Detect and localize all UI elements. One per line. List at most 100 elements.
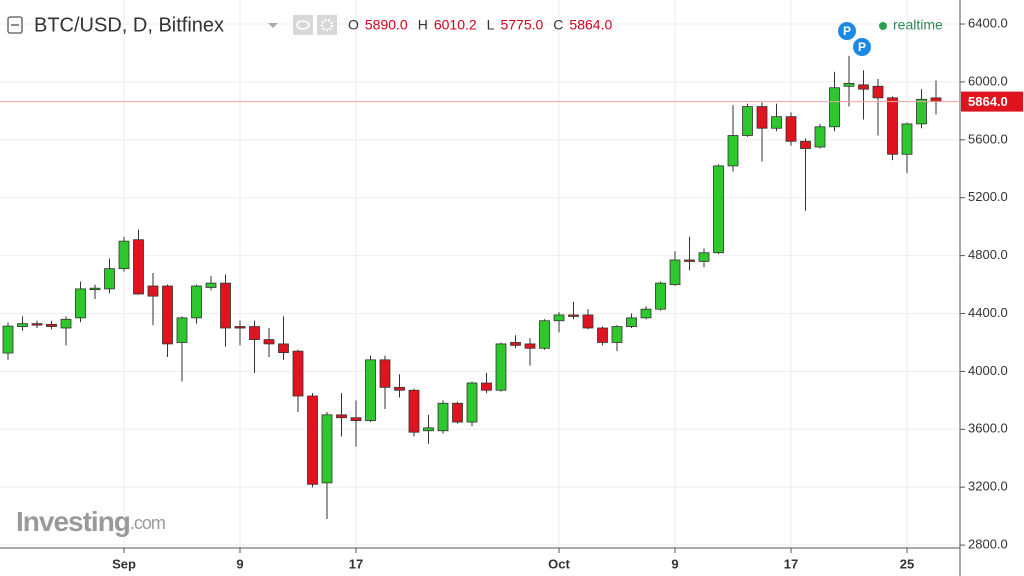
candle-body — [234, 326, 246, 329]
y-tick-label: 4800.0 — [968, 247, 1008, 262]
ohlc-value: 5775.0 — [500, 17, 543, 33]
candle-body — [843, 82, 855, 87]
candle-body — [495, 343, 507, 391]
candle-body — [916, 98, 927, 125]
y-tick-label: 5600.0 — [968, 131, 1008, 146]
candle-body — [17, 323, 28, 327]
candle-body — [191, 285, 202, 319]
y-tick-label: 6000.0 — [968, 73, 1008, 88]
candle-body — [481, 382, 492, 391]
candle-body — [887, 97, 898, 155]
candle-body — [292, 350, 304, 397]
eye-icon — [296, 20, 310, 30]
candle-body — [930, 97, 942, 103]
realtime-status: realtime — [893, 17, 943, 33]
candle-body — [350, 417, 362, 422]
candle-body — [162, 285, 173, 345]
ohlc-value: 5864.0 — [569, 17, 612, 33]
candle-body — [408, 389, 420, 433]
settings-button[interactable] — [317, 15, 337, 35]
candle-body — [307, 395, 318, 485]
ohlc-value: 5890.0 — [365, 17, 408, 33]
y-tick-label: 4400.0 — [968, 305, 1008, 320]
candle-body — [263, 339, 275, 345]
y-tick-label: 6400.0 — [968, 15, 1008, 30]
candle-body — [524, 343, 536, 349]
x-tick-label: 25 — [900, 556, 914, 571]
event-marker[interactable] — [838, 22, 856, 40]
watermark-brand-text: Investing — [16, 506, 130, 537]
candle-body — [205, 282, 217, 288]
last-price-label: 5864.0 — [968, 94, 1008, 109]
candle-body — [553, 314, 565, 322]
x-tick-label: Sep — [112, 556, 136, 571]
candle-body — [814, 126, 826, 148]
event-marker-label: P — [858, 40, 866, 54]
candle-body — [321, 414, 333, 484]
visibility-button[interactable] — [293, 15, 313, 35]
ohlc-key: C — [553, 17, 563, 33]
candle-body — [510, 342, 521, 346]
ohlc-header: O 5890.0 H 6010.2 L 5775.0 C 5864.0 — [348, 17, 612, 33]
candle-body — [31, 323, 43, 326]
candle-body — [176, 317, 188, 343]
ohlc-key: O — [348, 17, 359, 33]
candle-body — [698, 252, 710, 262]
candle-body — [756, 106, 768, 129]
candle-body — [669, 259, 681, 285]
candle-body — [872, 85, 884, 99]
candle-body — [626, 317, 637, 327]
x-tick-label: 9 — [671, 556, 678, 571]
title-dropdown[interactable] — [268, 23, 278, 28]
candle-body — [539, 320, 550, 349]
candle-body — [118, 240, 130, 270]
candle-body — [742, 106, 753, 136]
candle-body — [278, 343, 289, 353]
candle-body — [75, 288, 86, 319]
candle-body — [655, 282, 666, 310]
y-tick-label: 3600.0 — [968, 421, 1008, 436]
candle-body — [727, 135, 739, 167]
candle-body — [336, 414, 347, 419]
x-tick-label: 17 — [349, 556, 363, 571]
ohlc-value: 6010.2 — [434, 17, 477, 33]
watermark-brand: Investing.com — [16, 506, 165, 537]
y-tick-label: 4000.0 — [968, 363, 1008, 378]
candles — [2, 55, 942, 520]
ohlc-key: H — [418, 17, 428, 33]
event-marker-label: P — [843, 24, 851, 38]
candle-body — [423, 427, 434, 432]
y-tick-label: 3200.0 — [968, 479, 1008, 494]
candle-body — [713, 165, 724, 254]
candle-body — [568, 314, 579, 317]
event-marker[interactable] — [853, 38, 871, 56]
candle-body — [785, 116, 797, 142]
candle-body — [437, 402, 449, 432]
watermark-suffix: .com — [130, 513, 165, 533]
candle-body — [597, 327, 608, 343]
candle-body — [379, 359, 391, 388]
candle-body — [220, 282, 231, 329]
candle-body — [2, 325, 14, 354]
y-tick-label: 2800.0 — [968, 537, 1008, 552]
candle-body — [582, 314, 594, 329]
candle-body — [901, 123, 913, 155]
candle-body — [104, 268, 115, 290]
candle-body — [365, 359, 376, 422]
candle-body — [147, 285, 159, 297]
x-tick-label: 17 — [784, 556, 798, 571]
candle-body — [46, 323, 57, 327]
candle-body — [133, 239, 144, 295]
candle-body — [800, 140, 811, 149]
collapse-icon[interactable] — [7, 16, 23, 34]
candle-body — [640, 308, 652, 319]
candle-body — [60, 318, 72, 329]
last-price-box — [961, 91, 1023, 112]
realtime-dot — [879, 22, 887, 30]
y-tick-label: 5200.0 — [968, 189, 1008, 204]
candle-body — [452, 402, 463, 423]
candle-body — [858, 84, 869, 90]
